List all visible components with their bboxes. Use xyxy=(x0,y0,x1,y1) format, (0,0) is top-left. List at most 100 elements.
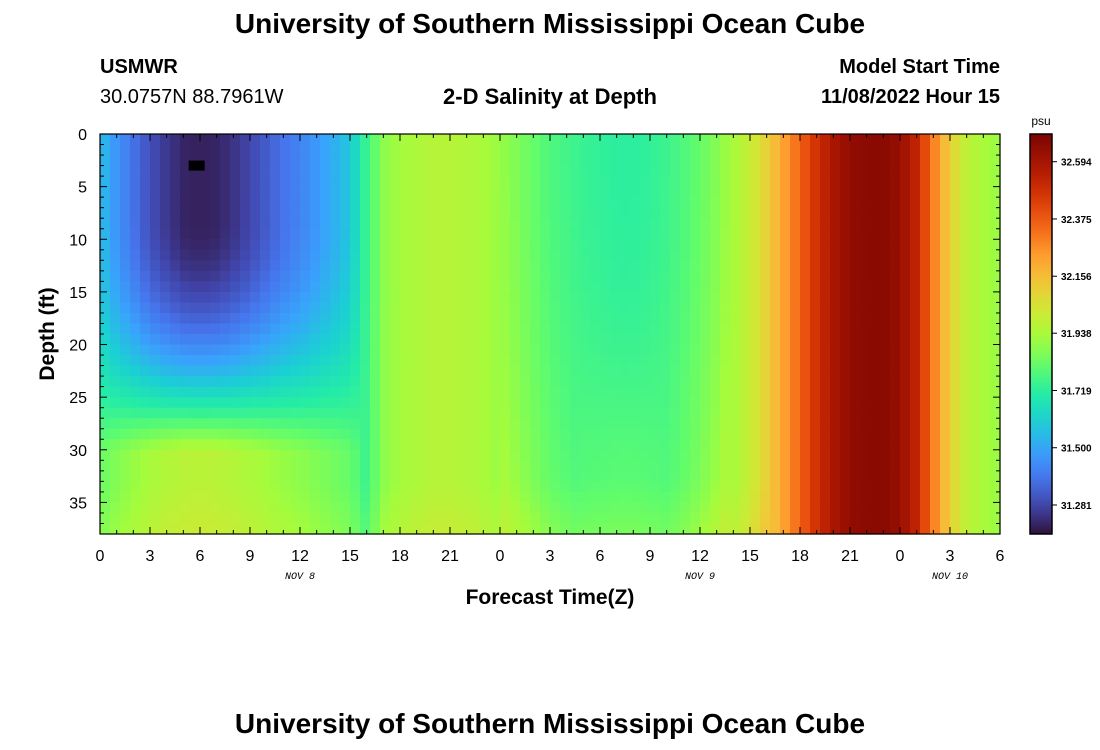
heatmap-cell xyxy=(860,376,871,388)
heatmap-cell xyxy=(580,397,591,409)
heatmap-cell xyxy=(120,260,131,272)
heatmap-cell xyxy=(840,197,851,209)
heatmap-cell xyxy=(590,355,601,367)
heatmap-cell xyxy=(620,260,631,272)
heatmap-cell xyxy=(280,186,291,198)
heatmap-cell xyxy=(300,270,311,282)
heatmap-cell xyxy=(260,481,271,493)
heatmap-cell xyxy=(650,270,661,282)
heatmap-cell xyxy=(630,260,641,272)
heatmap-cell xyxy=(500,207,511,219)
heatmap-cell xyxy=(430,407,441,419)
heatmap-cell xyxy=(390,260,401,272)
heatmap-cell xyxy=(750,344,761,356)
x-tick-label: 0 xyxy=(96,548,105,565)
heatmap-cell xyxy=(740,291,751,304)
heatmap-cell xyxy=(630,302,641,314)
heatmap-cell xyxy=(810,144,821,156)
heatmap-cell xyxy=(790,281,801,293)
heatmap-cell xyxy=(790,428,801,440)
heatmap-cell xyxy=(790,218,801,230)
heatmap-cell xyxy=(290,249,301,261)
heatmap-cell xyxy=(280,439,291,451)
heatmap-cell xyxy=(260,155,271,167)
heatmap-cell xyxy=(710,260,721,272)
heatmap-cell xyxy=(990,355,1001,367)
heatmap-cell xyxy=(350,481,361,493)
heatmap-cell xyxy=(650,502,661,514)
heatmap-cell xyxy=(200,312,211,325)
heatmap-cell xyxy=(880,523,891,535)
heatmap-cell xyxy=(540,323,551,335)
heatmap-cell xyxy=(290,428,301,440)
heatmap-cell xyxy=(800,291,811,304)
heatmap-cell xyxy=(470,165,481,177)
heatmap-cell xyxy=(380,449,391,461)
heatmap-cell xyxy=(870,197,881,209)
heatmap-cell xyxy=(550,197,561,209)
heatmap-cell xyxy=(790,523,801,535)
heatmap-cell xyxy=(580,281,591,293)
heatmap-cell xyxy=(800,302,811,314)
heatmap-cell xyxy=(240,439,251,451)
heatmap-cell xyxy=(370,207,381,219)
heatmap-cell xyxy=(450,376,461,388)
heatmap-cell xyxy=(810,165,821,177)
heatmap-cell xyxy=(490,365,501,377)
heatmap-cell xyxy=(140,397,151,409)
heatmap-cell xyxy=(560,270,571,282)
heatmap-cell xyxy=(460,176,471,188)
heatmap-cell xyxy=(410,249,421,261)
heatmap-cell xyxy=(400,334,411,346)
colorbar-tick-label: 32.156 xyxy=(1061,272,1092,283)
heatmap-cell xyxy=(390,176,401,188)
heatmap-cell xyxy=(520,218,531,230)
heatmap-cell xyxy=(380,270,391,282)
heatmap-cell xyxy=(400,386,411,398)
heatmap-cell xyxy=(560,260,571,272)
heatmap-cell xyxy=(980,260,991,272)
heatmap-cell xyxy=(400,355,411,367)
heatmap-cell xyxy=(140,323,151,335)
heatmap-cell xyxy=(240,197,251,209)
heatmap-cell xyxy=(600,186,611,198)
heatmap-cell xyxy=(570,260,581,272)
heatmap-cell xyxy=(240,134,251,146)
heatmap-cell xyxy=(580,439,591,451)
heatmap-cell xyxy=(450,397,461,409)
heatmap-cell xyxy=(750,418,761,430)
heatmap-cell xyxy=(670,512,681,525)
heatmap-cell xyxy=(190,207,201,219)
heatmap-cell xyxy=(430,334,441,346)
heatmap-cell xyxy=(360,302,371,314)
heatmap-cell xyxy=(300,260,311,272)
heatmap-cell xyxy=(160,418,171,430)
heatmap-cell xyxy=(840,281,851,293)
heatmap-cell xyxy=(810,512,821,525)
heatmap-cell xyxy=(360,228,371,240)
heatmap-cell xyxy=(170,260,181,272)
heatmap-cell xyxy=(250,418,261,430)
heatmap-cell xyxy=(650,165,661,177)
heatmap-cell xyxy=(730,134,741,146)
heatmap-cell xyxy=(190,355,201,367)
heatmap-cell xyxy=(230,449,241,461)
heatmap-cell xyxy=(310,460,321,472)
heatmap-cell xyxy=(940,376,951,388)
heatmap-cell xyxy=(100,312,111,325)
heatmap-cell xyxy=(410,407,421,419)
heatmap-cell xyxy=(860,312,871,325)
heatmap-cell xyxy=(110,460,121,472)
footer-title: University of Southern Mississippi Ocean… xyxy=(234,708,866,739)
heatmap-cell xyxy=(780,197,791,209)
heatmap-cell xyxy=(290,155,301,167)
heatmap-cell xyxy=(210,197,221,209)
heatmap-cell xyxy=(300,197,311,209)
heatmap-cell xyxy=(110,449,121,461)
heatmap-cell xyxy=(140,281,151,293)
heatmap-cell xyxy=(410,239,421,251)
heatmap-cell xyxy=(660,228,671,240)
heatmap-cell xyxy=(540,291,551,304)
heatmap-cell xyxy=(160,281,171,293)
heatmap-cell xyxy=(700,312,711,325)
